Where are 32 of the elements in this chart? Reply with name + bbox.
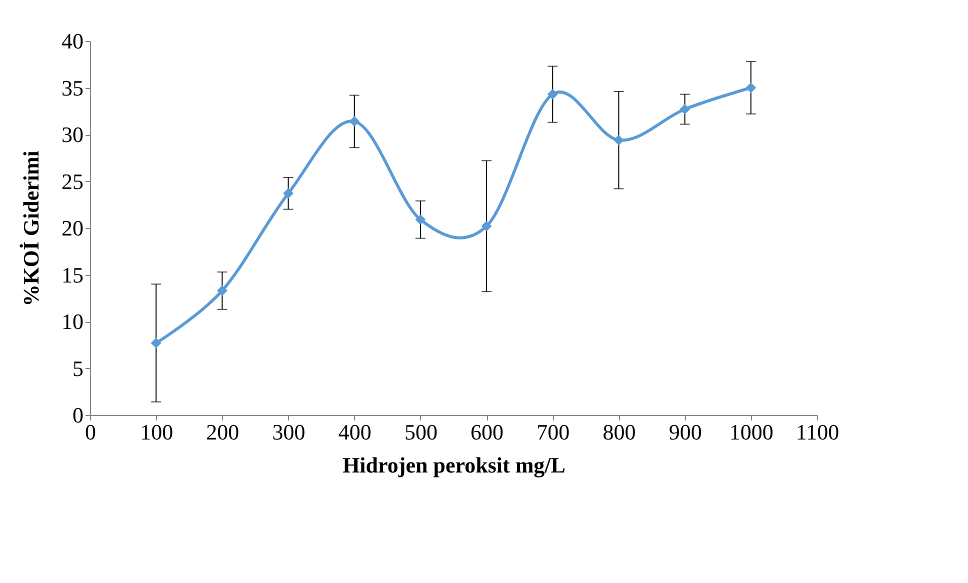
x-tick-label: 400	[338, 420, 372, 444]
point	[349, 116, 360, 127]
y-tick-label: 5	[72, 356, 84, 381]
x-tick-label: 1100	[796, 420, 840, 444]
point	[746, 82, 756, 93]
point	[216, 285, 228, 296]
y-tick-label: 10	[62, 309, 84, 334]
x-tick-label: 600	[470, 420, 504, 444]
y-tick-label: 25	[62, 168, 84, 194]
y-axis-title: %KOİ Giderimi	[18, 150, 44, 306]
x-axis-title: Hidrojen peroksit mg/L	[342, 452, 566, 478]
x-tick-label: 200	[206, 420, 240, 444]
y-tick-label: 0	[72, 402, 84, 428]
x-tick-label: 900	[668, 420, 702, 444]
point	[150, 338, 162, 348]
point	[613, 134, 624, 146]
point	[547, 89, 558, 100]
y-tick-label: 20	[62, 216, 84, 240]
x-tick-label: 1000	[729, 420, 774, 444]
y-tick-label: 15	[62, 262, 84, 288]
point	[481, 220, 492, 232]
point	[680, 104, 690, 114]
x-tick-label: 300	[272, 420, 306, 444]
y-tick-label: 30	[62, 122, 84, 147]
point	[415, 214, 426, 225]
point	[283, 188, 294, 199]
x-tick-label: 100	[140, 420, 174, 444]
x-tick-label: 700	[536, 420, 570, 444]
y-tick-label: 35	[62, 75, 84, 100]
x-tick-label: 800	[602, 420, 636, 444]
y-tick-label: 40	[62, 28, 84, 54]
x-tick-label: 500	[404, 420, 438, 444]
